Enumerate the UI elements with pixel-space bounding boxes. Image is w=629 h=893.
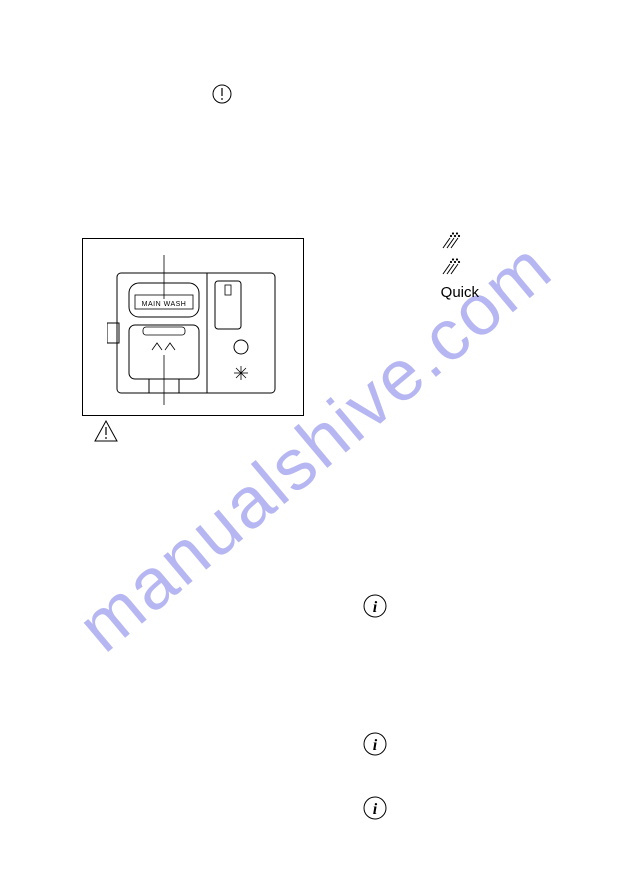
info-icon: i	[363, 796, 387, 820]
detergent-dispenser-diagram: MAIN WASH	[82, 238, 304, 416]
spray-icon	[441, 232, 463, 250]
info-icon: i	[363, 732, 387, 756]
info-icon: i	[363, 594, 387, 618]
svg-text:i: i	[373, 737, 378, 754]
spray-icon	[441, 258, 463, 276]
warning-icon	[94, 420, 118, 442]
svg-text:i: i	[373, 599, 378, 616]
caution-icon	[212, 84, 232, 104]
program-symbol-list: Quick	[441, 232, 479, 301]
svg-text:i: i	[373, 801, 378, 818]
svg-text:MAIN WASH: MAIN WASH	[142, 301, 187, 308]
quick-program-label: Quick	[441, 284, 479, 301]
